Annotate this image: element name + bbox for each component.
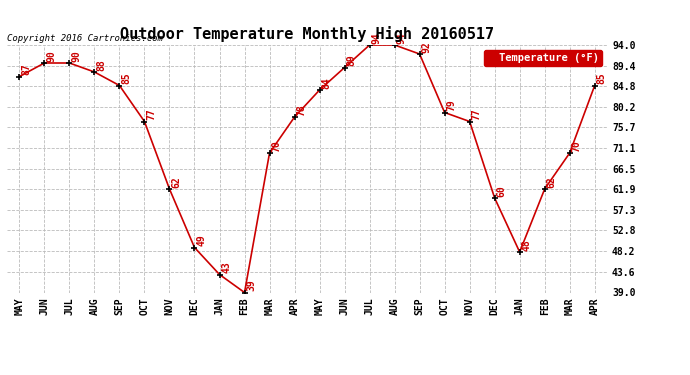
- Text: 89: 89: [346, 54, 357, 66]
- Text: 92: 92: [422, 41, 431, 53]
- Text: 84: 84: [322, 77, 331, 88]
- Legend: Temperature (°F): Temperature (°F): [484, 50, 602, 66]
- Text: 43: 43: [221, 261, 231, 273]
- Text: 49: 49: [197, 234, 206, 246]
- Text: 70: 70: [271, 140, 282, 152]
- Text: 62: 62: [171, 176, 181, 188]
- Text: 79: 79: [446, 99, 457, 111]
- Text: 77: 77: [471, 108, 482, 120]
- Text: Copyright 2016 Cartronics.com: Copyright 2016 Cartronics.com: [7, 33, 163, 42]
- Title: Outdoor Temperature Monthly High 20160517: Outdoor Temperature Monthly High 2016051…: [120, 27, 494, 42]
- Text: 60: 60: [497, 185, 506, 196]
- Text: 87: 87: [21, 63, 31, 75]
- Text: 88: 88: [97, 59, 106, 70]
- Text: 85: 85: [597, 72, 607, 84]
- Text: 70: 70: [571, 140, 582, 152]
- Text: 94: 94: [371, 32, 382, 44]
- Text: 39: 39: [246, 279, 257, 291]
- Text: 62: 62: [546, 176, 557, 188]
- Text: 85: 85: [121, 72, 131, 84]
- Text: 90: 90: [46, 50, 57, 62]
- Text: 48: 48: [522, 239, 531, 250]
- Text: 77: 77: [146, 108, 157, 120]
- Text: 94: 94: [397, 32, 406, 44]
- Text: 78: 78: [297, 104, 306, 116]
- Text: 90: 90: [71, 50, 81, 62]
